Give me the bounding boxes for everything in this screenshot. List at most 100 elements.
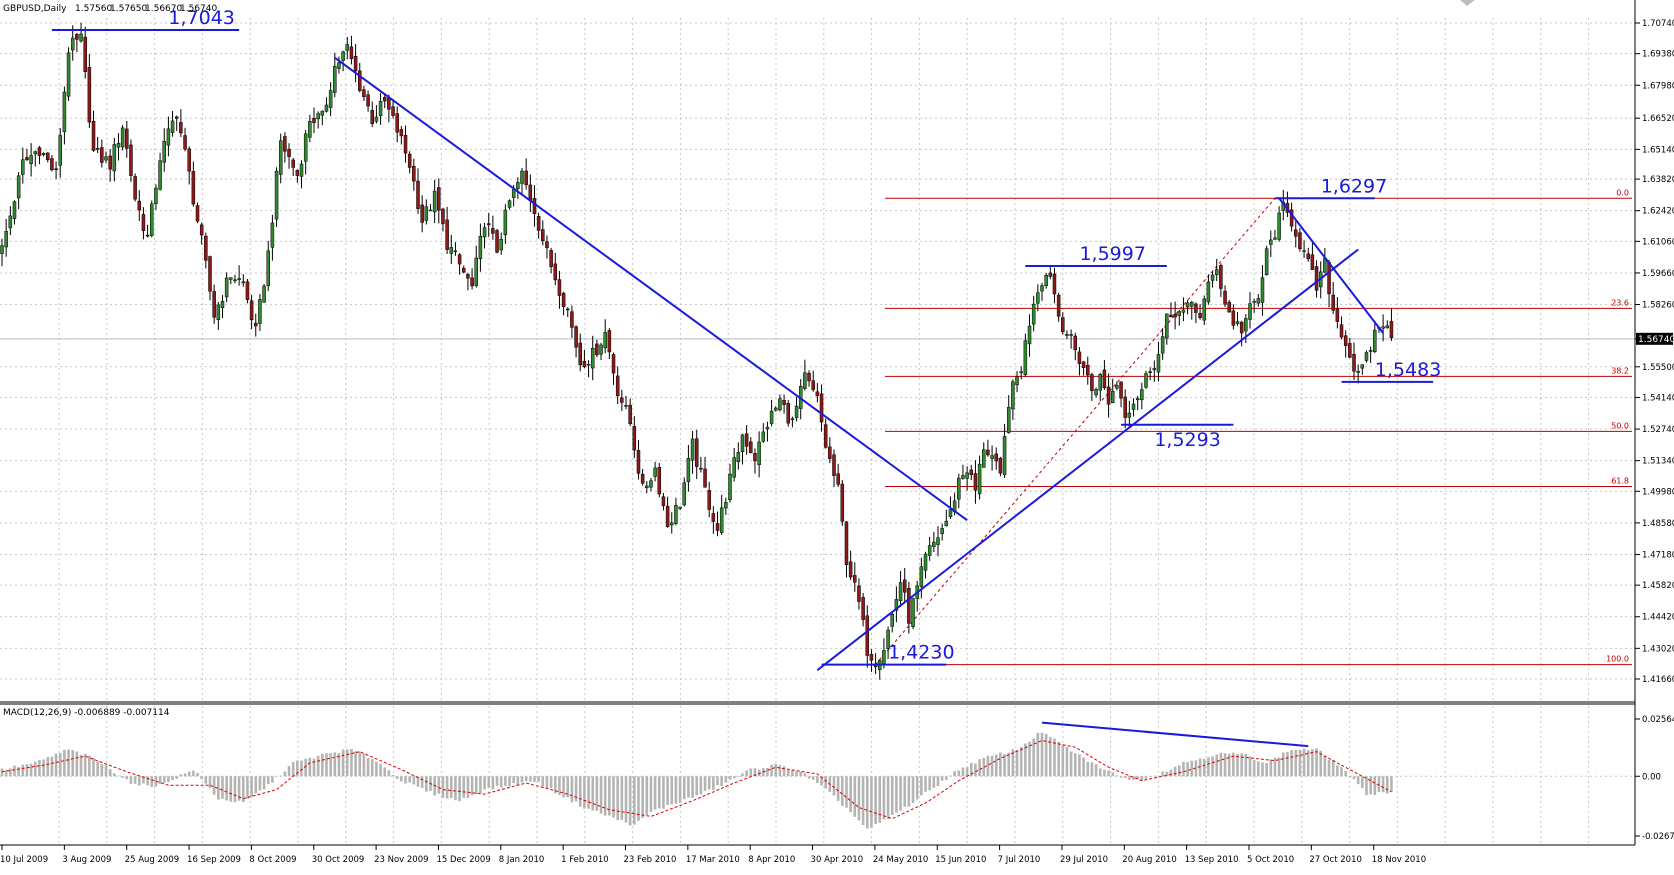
candle [524,158,528,190]
candle-body [932,541,936,547]
candle-body [998,457,1003,474]
candle [29,143,33,177]
candle-body [378,101,383,117]
candle-body [570,311,574,328]
macd-bar [537,776,540,782]
macd-bar [1340,767,1343,777]
candle [495,228,499,254]
candle [507,199,512,210]
macd-bar [0,768,4,777]
macd-bar [907,776,911,807]
macd-bar [217,776,220,800]
macd-bar [791,770,794,777]
macd-bar [474,776,478,795]
candle [703,456,707,488]
macd-bar [928,776,931,791]
candle-body [137,200,142,211]
candle [449,234,454,264]
candle [1368,346,1373,364]
macd-bar [221,776,224,799]
fibonacci-retracement[interactable]: 0.0 23.6 38.2 50.0 61.8 100.0 [875,188,1632,666]
macd-bar [1153,775,1156,777]
candle-body [595,343,599,356]
candle-body [324,104,329,112]
macd-bar [940,776,944,781]
macd-bar [541,776,545,787]
macd-bar [121,776,124,778]
macd-bar [1369,776,1372,795]
candle [1081,360,1086,376]
y-tick-label: 1.41660 [1642,675,1674,685]
macd-bar [1198,758,1202,777]
macd-bar [961,767,965,777]
fibo-level-label: 23.6 [1611,298,1629,307]
candle [407,151,412,174]
candle [141,207,146,240]
candle-body [765,426,770,430]
drawing-objects[interactable] [51,28,1434,748]
candle [911,597,915,630]
candle-body [445,219,449,250]
candle-body [432,190,437,213]
macd-bar [21,764,25,777]
macd-bar [479,776,482,794]
candle-body [229,277,233,280]
autoscroll-icon[interactable] [1460,0,1475,6]
candle [894,586,899,623]
candle [478,223,483,272]
macd-bar [1327,759,1331,777]
macd-bar [25,764,29,777]
candle [262,283,266,303]
macd-bar [404,776,407,784]
candle [1231,304,1236,330]
macd-bar [54,753,58,777]
macd-bar [1053,738,1056,777]
candle-body [703,468,707,488]
macd-bar [416,776,420,787]
candle [1177,309,1182,326]
candle [229,277,233,285]
candle [632,416,637,459]
level-labels: 1,7043 1,6297 1,5997 1,5483 1,5293 1,4230 [168,7,1441,664]
candle [366,90,370,112]
macd-bar [362,754,366,777]
y-tick-label: 1.58260 [1642,301,1674,311]
macd-bar [1219,752,1223,777]
candle [1190,300,1194,320]
macd-bar [570,776,574,803]
macd-bar [641,776,644,818]
x-tick-label: 15 Dec 2009 [436,855,490,865]
macd-bar [321,753,324,777]
candle [1381,314,1385,342]
macd-bar [129,776,133,784]
candle-body [620,397,624,403]
candle [728,463,732,503]
candle [1202,295,1206,325]
candle-body [370,110,374,125]
candle-body [403,134,408,154]
candle [416,168,420,214]
candle-body [129,144,133,176]
macd-bar [495,776,499,786]
macd-bar [845,776,848,808]
macd-bar [608,776,611,816]
macd-bar [1331,760,1335,777]
macd-bar [300,760,303,777]
x-tick-label: 3 Aug 2009 [62,855,111,865]
candle-body [1015,376,1019,386]
candle [349,35,354,65]
candle-body [1023,340,1028,375]
candle [353,43,358,83]
candle-body [782,400,786,405]
macd-bar [345,749,349,777]
candle [1165,313,1169,345]
candle-body [12,201,17,219]
macd-bar [1148,776,1152,777]
macd-bar [720,776,723,787]
candle-body [333,66,337,93]
candle [661,493,666,511]
candle-body [449,247,454,254]
macd-bar [986,755,990,777]
candle-body [653,467,657,477]
candle-body [923,553,928,571]
